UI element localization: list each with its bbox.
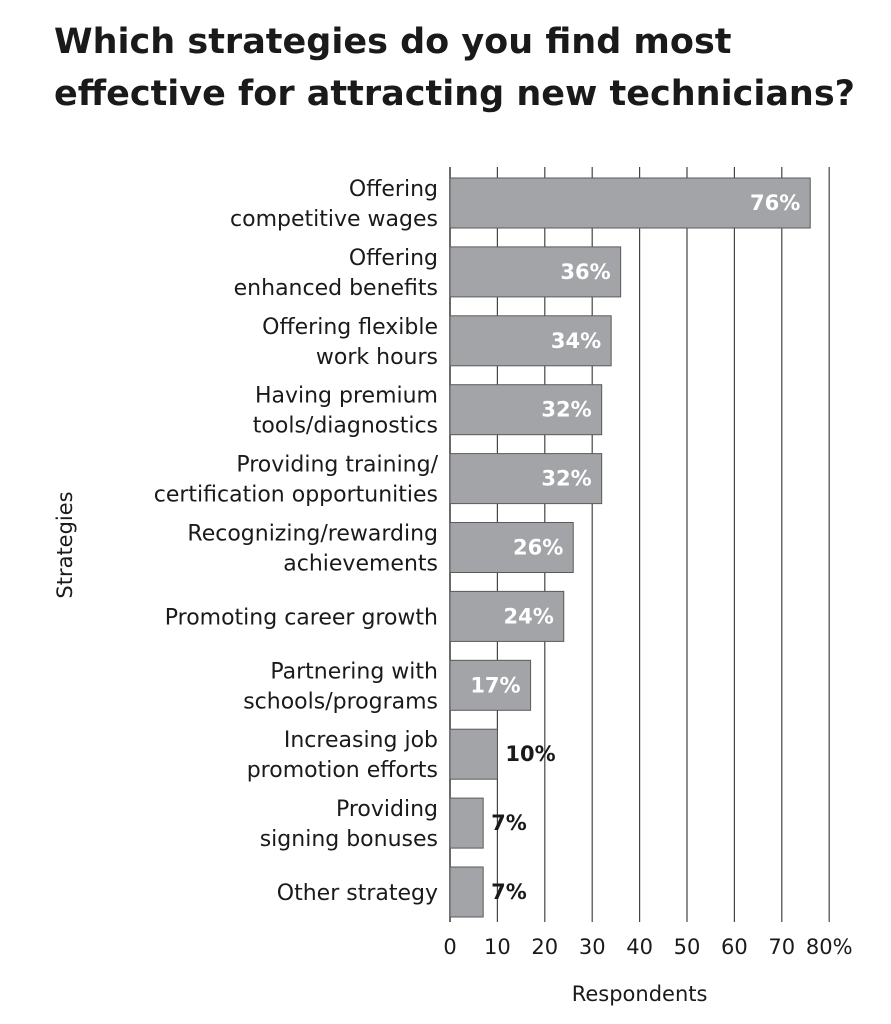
category-label: tools/diagnostics: [253, 414, 438, 439]
value-label: 76%: [750, 191, 800, 215]
x-axis-label: Respondents: [572, 982, 708, 1006]
category-label: work hours: [316, 345, 438, 370]
chart-title-line-2: effective for attracting new technicians…: [54, 74, 855, 114]
category-label: signing bonuses: [260, 827, 438, 852]
category-label: Having premium: [255, 384, 438, 409]
category-label: Offering flexible: [262, 315, 438, 340]
bar: [449, 797, 484, 849]
x-tick-label: 20: [531, 935, 558, 959]
category-label: Increasing job: [284, 728, 438, 753]
bar: [449, 177, 811, 229]
category-label: enhanced benefits: [234, 276, 438, 301]
category-label: Offering: [349, 246, 438, 271]
bar: [449, 246, 622, 298]
category-label: Other strategy: [277, 881, 438, 906]
category-label: certification opportunities: [154, 483, 438, 508]
value-label: 32%: [541, 467, 591, 491]
value-label: 32%: [541, 398, 591, 422]
value-labels: 76% 36% 34% 32% 32% 26% 24% 17% 10% 7% 7%: [470, 191, 800, 904]
category-labels: Offering competitive wages Offering enhance…: [154, 177, 439, 906]
bars: [449, 177, 811, 918]
category-label: competitive wages: [230, 207, 438, 232]
value-label: 34%: [551, 329, 601, 353]
x-tick-label: 40: [626, 935, 653, 959]
bar: [449, 315, 612, 367]
value-label: 10%: [505, 742, 555, 766]
x-tick-label: 60: [721, 935, 748, 959]
chart-title-line-1: Which strategies do you find most: [54, 22, 732, 62]
bar: [449, 384, 603, 436]
value-label: 7%: [491, 811, 527, 835]
category-label: Providing training/: [236, 453, 438, 478]
x-tick-label: 10: [484, 935, 511, 959]
x-tick-labels: 0 10 20 30 40 50 60 70 80%: [443, 935, 852, 959]
x-tick-label: 30: [579, 935, 606, 959]
x-tick-label: 50: [674, 935, 701, 959]
category-label: schools/programs: [243, 689, 438, 714]
category-label: Recognizing/rewarding: [187, 522, 438, 547]
value-label: 24%: [503, 604, 553, 628]
x-tick-label: 80%: [806, 935, 853, 959]
category-label: promotion efforts: [247, 758, 438, 783]
category-label: Offering: [349, 177, 438, 202]
x-tick-label: 0: [443, 935, 456, 959]
x-tick-label: 70: [768, 935, 795, 959]
bar: [449, 728, 498, 780]
y-axis-label: Strategies: [53, 491, 77, 598]
bar: [449, 866, 484, 918]
category-label: Promoting career growth: [165, 605, 438, 630]
value-label: 17%: [470, 673, 520, 697]
value-label: 26%: [513, 536, 563, 560]
bar: [449, 522, 574, 573]
category-label: achievements: [283, 552, 438, 577]
bar: [449, 590, 565, 642]
value-label: 7%: [491, 880, 527, 904]
category-label: Partnering with: [270, 659, 438, 684]
bar: [449, 453, 603, 505]
chart-title: Which strategies do you find most effect…: [54, 16, 874, 120]
category-label: Providing: [336, 797, 438, 822]
bar: [449, 659, 532, 711]
value-label: 36%: [560, 260, 610, 284]
